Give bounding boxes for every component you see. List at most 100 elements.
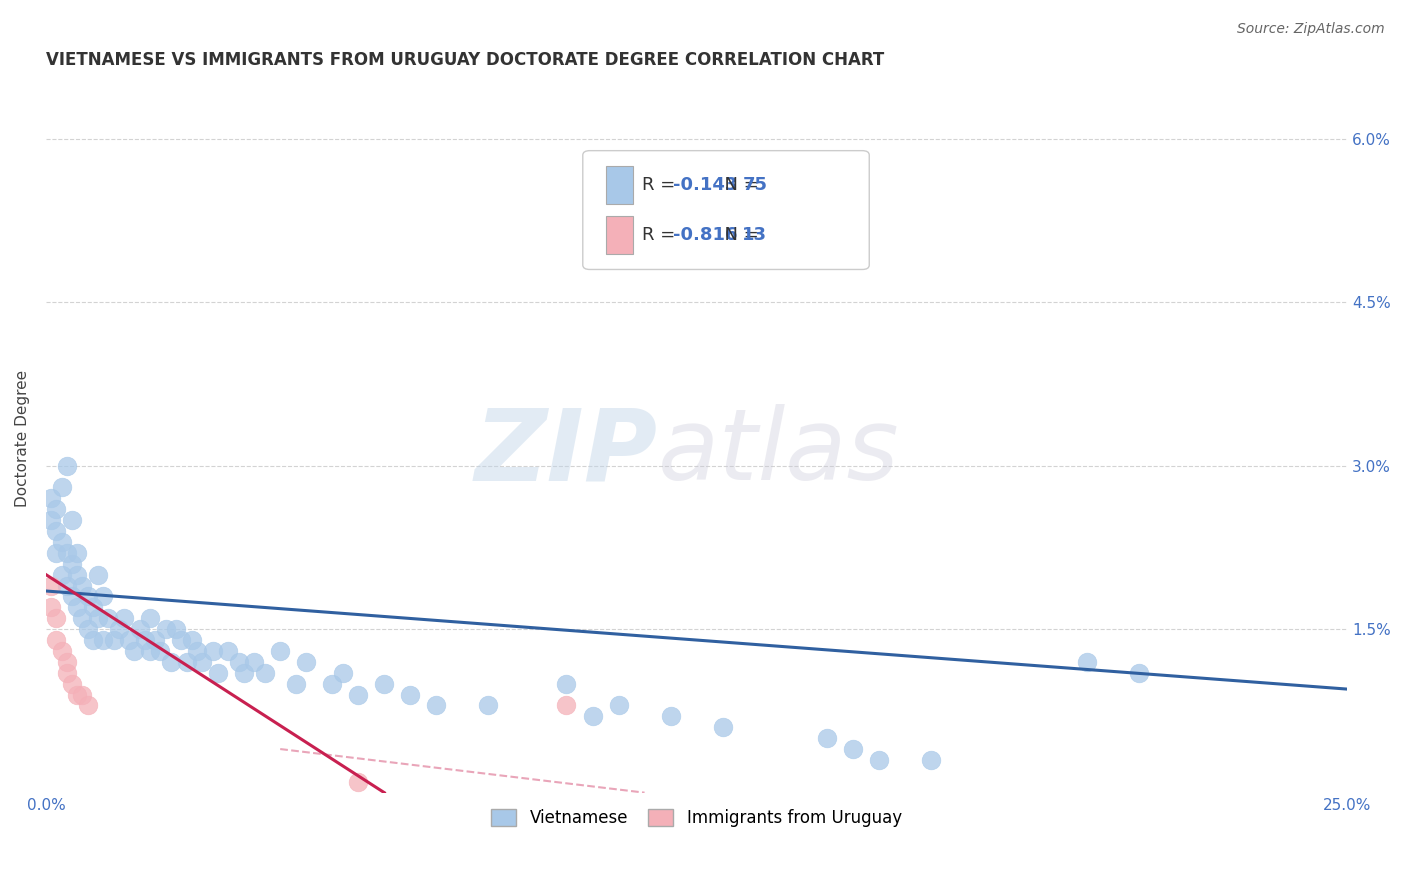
Point <box>243 655 266 669</box>
Point <box>45 524 67 538</box>
Point <box>66 600 89 615</box>
Point <box>124 644 146 658</box>
Point <box>295 655 318 669</box>
Point <box>51 535 73 549</box>
Point <box>56 546 79 560</box>
Point <box>66 567 89 582</box>
Point <box>139 644 162 658</box>
Y-axis label: Doctorate Degree: Doctorate Degree <box>15 370 30 507</box>
Point <box>868 753 890 767</box>
Point <box>253 665 276 680</box>
Point <box>191 655 214 669</box>
Text: 75: 75 <box>742 176 768 194</box>
Point <box>1076 655 1098 669</box>
Point <box>66 688 89 702</box>
Point <box>76 698 98 713</box>
Point <box>51 480 73 494</box>
Point <box>180 633 202 648</box>
Point <box>186 644 208 658</box>
Point <box>91 590 114 604</box>
Text: R =: R = <box>643 176 681 194</box>
Point <box>56 655 79 669</box>
Point <box>45 546 67 560</box>
Point <box>201 644 224 658</box>
Point <box>128 622 150 636</box>
Point <box>347 774 370 789</box>
Point <box>82 600 104 615</box>
Point <box>555 676 578 690</box>
Point <box>76 622 98 636</box>
Point <box>607 698 630 713</box>
Point <box>373 676 395 690</box>
Text: atlas: atlas <box>658 404 900 501</box>
Point <box>112 611 135 625</box>
Point <box>269 644 291 658</box>
Point <box>60 590 83 604</box>
Point <box>232 665 254 680</box>
Point <box>170 633 193 648</box>
Point <box>477 698 499 713</box>
Point <box>207 665 229 680</box>
Point <box>399 688 422 702</box>
Text: N =: N = <box>713 176 765 194</box>
Point <box>60 513 83 527</box>
Point <box>160 655 183 669</box>
Point <box>228 655 250 669</box>
Point <box>108 622 131 636</box>
Point <box>149 644 172 658</box>
Point <box>45 611 67 625</box>
Point <box>87 611 110 625</box>
Point <box>425 698 447 713</box>
Point <box>143 633 166 648</box>
Point <box>332 665 354 680</box>
Point <box>155 622 177 636</box>
Point <box>815 731 838 746</box>
Point <box>103 633 125 648</box>
Legend: Vietnamese, Immigrants from Uruguay: Vietnamese, Immigrants from Uruguay <box>485 803 908 834</box>
Point <box>39 600 62 615</box>
Point <box>56 458 79 473</box>
Point <box>711 720 734 734</box>
Point <box>66 546 89 560</box>
Point <box>39 578 62 592</box>
Point <box>51 644 73 658</box>
Point <box>60 557 83 571</box>
Point <box>51 567 73 582</box>
Text: -0.143: -0.143 <box>672 176 737 194</box>
Point <box>97 611 120 625</box>
Text: VIETNAMESE VS IMMIGRANTS FROM URUGUAY DOCTORATE DEGREE CORRELATION CHART: VIETNAMESE VS IMMIGRANTS FROM URUGUAY DO… <box>46 51 884 69</box>
Point <box>39 513 62 527</box>
Point <box>72 688 94 702</box>
Point <box>139 611 162 625</box>
Point <box>56 578 79 592</box>
Point <box>72 578 94 592</box>
Point <box>45 502 67 516</box>
Point <box>920 753 942 767</box>
Point <box>39 491 62 506</box>
Point <box>82 633 104 648</box>
Point <box>347 688 370 702</box>
Point <box>842 742 865 756</box>
Point <box>91 633 114 648</box>
Point <box>1128 665 1150 680</box>
Point <box>217 644 239 658</box>
Text: -0.816: -0.816 <box>672 227 737 244</box>
Point <box>118 633 141 648</box>
Point <box>60 676 83 690</box>
Text: R =: R = <box>643 227 681 244</box>
Point <box>45 633 67 648</box>
Point <box>87 567 110 582</box>
Point <box>555 698 578 713</box>
Point <box>284 676 307 690</box>
Point <box>321 676 343 690</box>
Point <box>176 655 198 669</box>
Text: Source: ZipAtlas.com: Source: ZipAtlas.com <box>1237 22 1385 37</box>
Point <box>134 633 156 648</box>
Point <box>165 622 187 636</box>
Point <box>659 709 682 723</box>
Point <box>581 709 603 723</box>
Point <box>72 611 94 625</box>
Text: 13: 13 <box>742 227 768 244</box>
Text: N =: N = <box>713 227 765 244</box>
Point <box>76 590 98 604</box>
